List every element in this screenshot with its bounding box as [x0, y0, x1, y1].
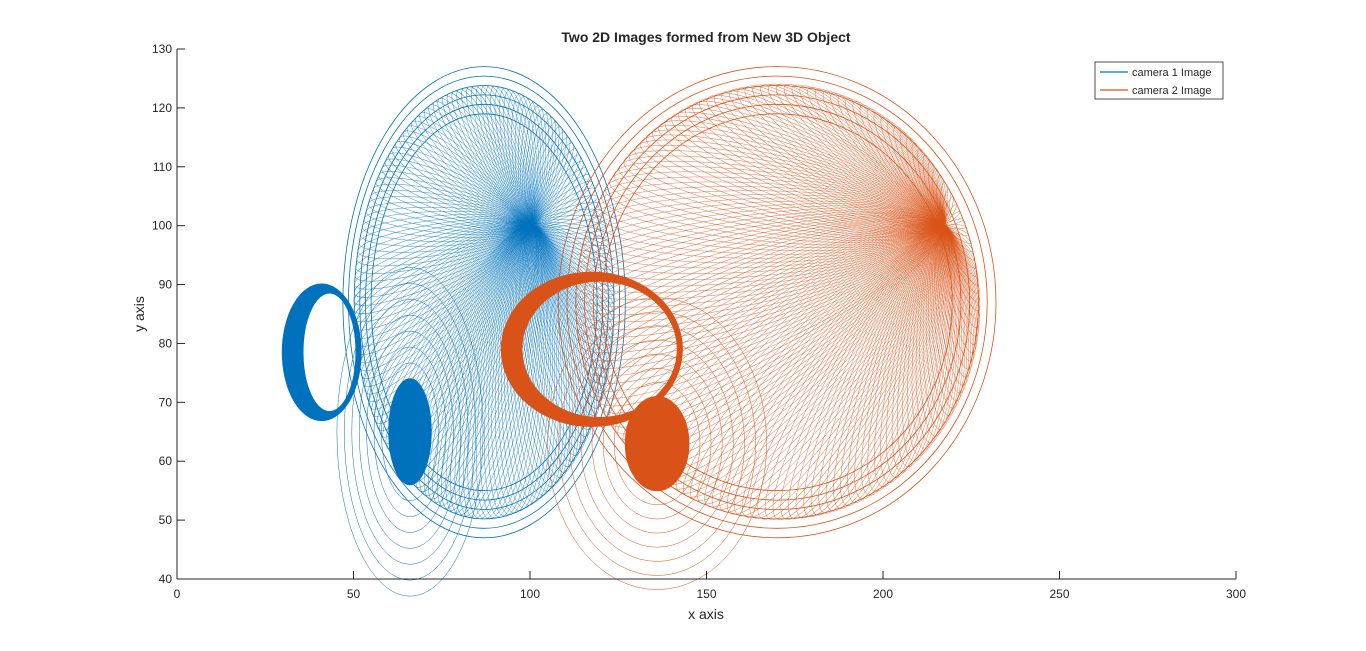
series-2-inner-ring [558, 311, 756, 576]
series-2-outline [601, 113, 953, 492]
y-tick-label: 90 [159, 278, 173, 292]
x-ticks: 0 50 100 150 200 250 300 [174, 571, 1246, 601]
x-tick-label: 0 [174, 587, 181, 601]
y-tick-label: 60 [159, 454, 173, 468]
y-tick-label: 120 [152, 101, 172, 115]
series-1-inner-ring [336, 267, 484, 597]
series-1-inner-ring [351, 299, 469, 565]
series-2-inner-ring [547, 297, 767, 590]
series-2-outline [592, 103, 962, 501]
series-1-mesh [281, 66, 626, 597]
legend: camera 1 Image camera 2 Image [1094, 61, 1224, 100]
chart-title: Two 2D Images formed from New 3D Object [561, 29, 850, 45]
y-ticks: 40 50 60 70 80 90 100 110 120 130 [152, 42, 185, 586]
series-2-inner-ring [602, 367, 712, 520]
x-tick-label: 150 [696, 587, 716, 601]
series-1-inner-ring [344, 283, 476, 581]
y-tick-label: 100 [152, 219, 172, 233]
y-tick-label: 70 [159, 395, 173, 409]
legend-label-camera-2: camera 2 Image [1132, 85, 1211, 97]
x-tick-label: 200 [873, 587, 893, 601]
x-tick-label: 300 [1226, 587, 1246, 601]
series-1-inner-ring [358, 314, 462, 549]
x-tick-label: 250 [1049, 587, 1069, 601]
y-tick-label: 50 [159, 513, 173, 527]
legend-box [1094, 61, 1224, 100]
series-2-outline [557, 66, 997, 539]
series-2-mesh [500, 66, 997, 590]
series-1-handle [301, 291, 358, 414]
series-2-outline [584, 94, 971, 510]
y-tick-label: 110 [153, 160, 172, 174]
series-1-inner-ring [366, 330, 454, 533]
y-axis-label: y axis [131, 296, 147, 332]
series-1-outline [342, 66, 626, 539]
series-2-inner-blob [624, 396, 690, 492]
x-axis-label: x axis [688, 606, 724, 622]
y-tick-label: 40 [159, 572, 173, 586]
series-1-inner-ring [373, 346, 447, 517]
series-1-inner-blob [388, 378, 432, 486]
series-1-outline [365, 103, 604, 501]
series-1-inner-ring [381, 362, 439, 501]
series-2-inner-ring [569, 325, 745, 562]
series-2-outline [566, 75, 988, 529]
series-1-outline [370, 113, 598, 492]
series-1-outline [359, 94, 609, 510]
y-tick-label: 130 [152, 42, 172, 56]
y-tick-label: 80 [159, 336, 173, 350]
series-2-handle [520, 279, 679, 420]
series-2-inner-ring [591, 353, 723, 534]
series-2-inner-ring [580, 339, 734, 548]
series-2-inner-ring [613, 382, 701, 506]
x-tick-label: 50 [347, 587, 361, 601]
plot-area [281, 66, 997, 597]
x-tick-label: 100 [520, 587, 540, 601]
series-2-outline [575, 85, 979, 520]
legend-label-camera-1: camera 1 Image [1132, 67, 1211, 79]
